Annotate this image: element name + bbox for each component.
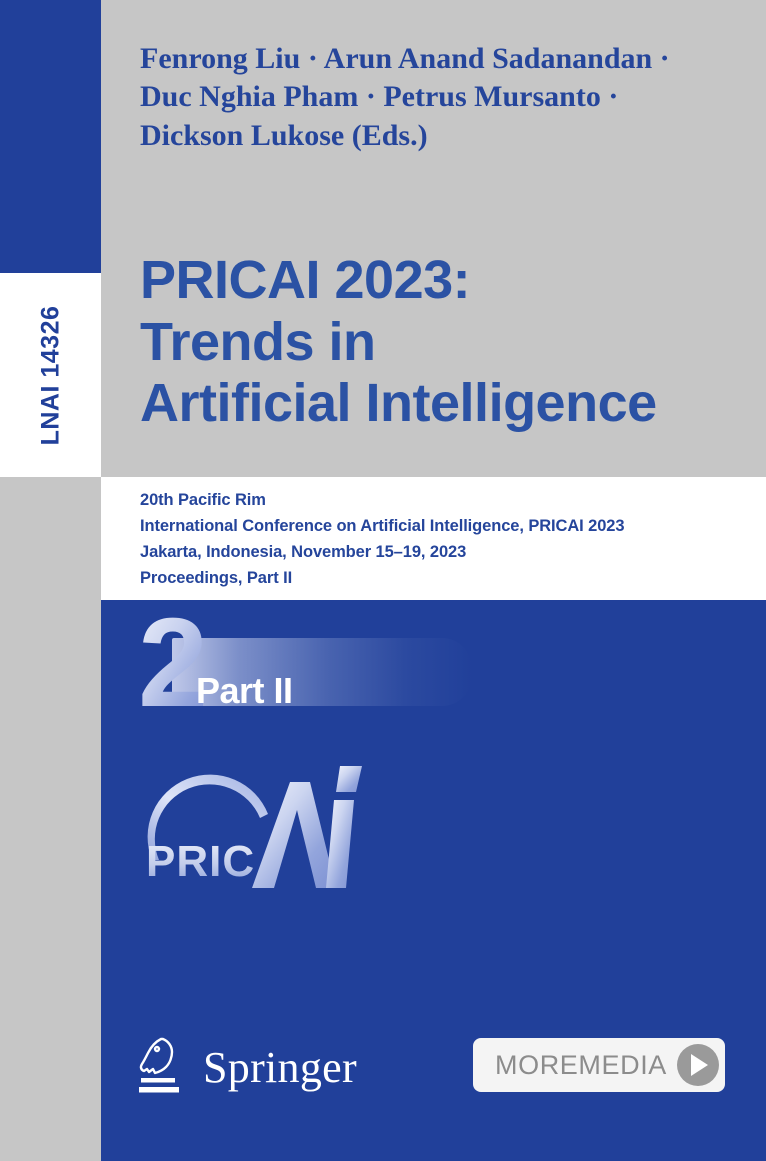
play-icon-triangle: [691, 1054, 709, 1076]
book-title: PRICAI 2023: Trends in Artificial Intell…: [140, 250, 750, 435]
moremedia-label: MOREMEDIA: [495, 1049, 667, 1080]
pricai-logo-graphic: PRIC: [146, 766, 362, 888]
logo-letter-a: [252, 782, 336, 888]
title-line-1: PRICAI 2023:: [140, 250, 471, 310]
springer-wordmark: Springer: [203, 1042, 357, 1092]
play-icon-disc: [676, 1044, 719, 1086]
editors-line-1: Fenrong Liu · Arun Anand Sadanandan ·: [140, 42, 670, 75]
conference-line-3: Jakarta, Indonesia, November 15–19, 2023: [140, 542, 467, 561]
editors-block: Fenrong Liu · Arun Anand Sadanandan · Du…: [140, 40, 740, 155]
title-line-3: Artificial Intelligence: [140, 373, 657, 434]
subtitle-white-panel: [101, 477, 766, 600]
spine-series-label: LNAI 14326: [0, 273, 101, 477]
part-trail-graphic: [172, 638, 472, 706]
conference-line-4: Proceedings, Part II: [140, 568, 293, 587]
title-line-2: Trends in: [140, 311, 376, 372]
spine-series-text: LNAI 14326: [36, 305, 65, 445]
part-marker: 2 Part II: [138, 600, 568, 726]
logo-wordmark-text: PRIC: [146, 837, 255, 886]
play-icon[interactable]: [670, 1038, 725, 1092]
conference-details: 20th Pacific Rim International Conferenc…: [140, 488, 750, 592]
conference-line-2: International Conference on Artificial I…: [140, 516, 625, 535]
editors-line-2: Duc Nghia Pham · Petrus Mursanto ·: [140, 80, 619, 114]
pricai-logo: PRIC: [140, 748, 370, 898]
logo-letter-i-accent: [336, 766, 362, 792]
part-label: Part II: [196, 670, 293, 711]
conference-line-1: 20th Pacific Rim: [140, 491, 266, 509]
gray-left-column: [0, 477, 101, 1161]
springer-logo: Springer: [133, 1034, 357, 1100]
top-left-blue-block: [0, 0, 101, 273]
editors-line-3: Dickson Lukose (Eds.): [140, 118, 428, 152]
spine-white-panel: [0, 273, 101, 477]
gray-upper-field: [101, 0, 766, 477]
part-number: 2: [138, 592, 209, 733]
moremedia-badge[interactable]: MOREMEDIA: [473, 1038, 725, 1092]
springer-knight-icon: [139, 1037, 179, 1093]
logo-letter-i-stem: [326, 800, 354, 888]
